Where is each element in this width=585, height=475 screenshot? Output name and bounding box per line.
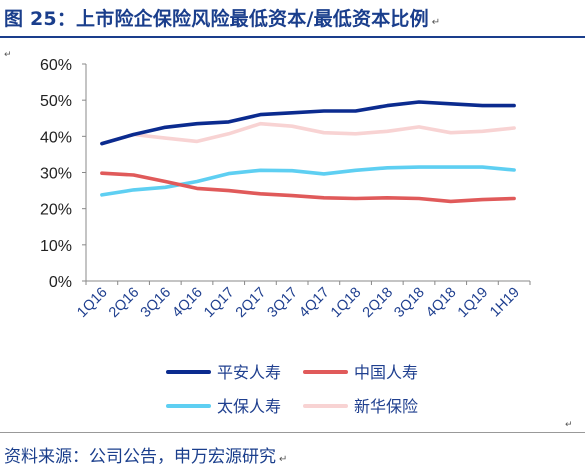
paragraph-mark-icon: ↵ bbox=[565, 420, 573, 430]
x-tick-label: 4Q16 bbox=[169, 285, 205, 321]
figure-title-text: 图 25：上市险企保险风险最低资本/最低资本比例 bbox=[4, 8, 429, 30]
y-tick-label: 10% bbox=[40, 238, 72, 255]
x-tick-label: 3Q16 bbox=[138, 285, 174, 321]
source-divider bbox=[0, 432, 585, 433]
y-tick-label: 0% bbox=[49, 274, 72, 291]
x-tick-label: 1H19 bbox=[487, 285, 523, 321]
x-tick-label: 3Q18 bbox=[391, 285, 427, 321]
y-tick-label: 60% bbox=[40, 57, 72, 74]
y-axis: 0% 10% 20% 30% 40% 50% 60% bbox=[40, 57, 87, 291]
legend-label: 中国人寿 bbox=[354, 363, 418, 382]
legend-label: 平安人寿 bbox=[217, 363, 281, 382]
y-tick-label: 50% bbox=[40, 93, 72, 110]
title-bar bbox=[0, 0, 585, 38]
paragraph-mark-icon: ↵ bbox=[431, 17, 441, 28]
series-layer bbox=[100, 100, 516, 204]
x-tick-label: 2Q18 bbox=[360, 285, 396, 321]
series-line bbox=[100, 165, 516, 197]
x-tick-label: 1Q19 bbox=[455, 285, 491, 321]
x-axis: 1Q162Q163Q164Q161Q172Q173Q174Q171Q182Q18… bbox=[74, 280, 531, 321]
paragraph-mark-icon: ↵ bbox=[279, 454, 288, 465]
paragraph-mark-icon: ↵ bbox=[4, 50, 12, 60]
x-tick-label: 3Q17 bbox=[265, 285, 301, 321]
line-chart: 0%10%20%30%40%50%60% 1Q162Q163Q164Q161Q1… bbox=[40, 57, 531, 416]
x-tick-label: 1Q16 bbox=[74, 285, 110, 321]
series-line bbox=[100, 121, 516, 146]
figure-title: 图 25：上市险企保险风险最低资本/最低资本比例 ↵ bbox=[4, 4, 440, 31]
y-tick-label: 40% bbox=[40, 129, 72, 146]
series-line bbox=[100, 100, 516, 146]
legend-label: 新华保险 bbox=[354, 397, 418, 416]
y-tick-label: 20% bbox=[40, 202, 72, 219]
x-tick-label: 1Q18 bbox=[328, 285, 364, 321]
source-note: 资料来源：公司公告，申万宏源研究 ↵ bbox=[4, 442, 287, 467]
source-text: 资料来源：公司公告，申万宏源研究 bbox=[4, 447, 276, 467]
x-tick-label: 1Q17 bbox=[201, 285, 237, 321]
y-tick-label: 30% bbox=[40, 166, 72, 183]
x-tick-label: 4Q18 bbox=[423, 285, 459, 321]
series-line bbox=[100, 171, 516, 204]
x-tick-label: 2Q16 bbox=[106, 285, 142, 321]
legend-label: 太保人寿 bbox=[217, 397, 281, 416]
x-tick-label: 4Q17 bbox=[296, 285, 332, 321]
x-tick-label: 2Q17 bbox=[233, 285, 269, 321]
